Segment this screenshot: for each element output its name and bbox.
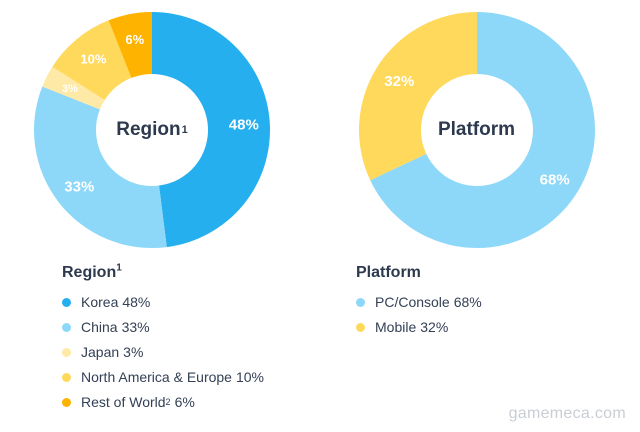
donut-segment-north-america-europe (52, 20, 132, 100)
legend-dot-north-america-europe (62, 372, 71, 382)
platform-donut-svg: 68% 32% (359, 12, 596, 248)
legend-value: 48% (122, 294, 151, 310)
legend-dot-korea (62, 297, 71, 307)
legend-dot-pc-console (356, 297, 365, 307)
legend-dot-mobile (356, 322, 365, 332)
legend-label: Korea (81, 294, 119, 310)
legend-dot-china (62, 322, 71, 332)
platform-legend: Platform PC/Console 68% Mobile 32% (356, 264, 640, 344)
legend-item-north-america-europe: North America & Europe 10% (62, 369, 352, 385)
region-legend-title-text: Region (62, 264, 117, 281)
donut-segment-korea (152, 12, 271, 248)
platform-legend-title: Platform (356, 264, 640, 282)
region-legend-title-superscript: 1 (116, 262, 122, 274)
region-legend-title: Region1 (62, 262, 352, 282)
legend-item-korea: Korea 48% (62, 294, 352, 310)
percent-label: 33% (64, 179, 94, 196)
donut-segment-pc-console (370, 12, 596, 248)
legend-label: China (81, 319, 118, 335)
legend-value: 10% (235, 369, 264, 385)
legend-dot-rest-of-world (62, 397, 71, 407)
platform-legend-title-text: Platform (356, 264, 421, 281)
donut-segment-japan (42, 66, 105, 110)
platform-legend-list: PC/Console 68% Mobile 32% (356, 294, 640, 335)
legend-item-china: China 33% (62, 319, 352, 335)
platform-donut-chart: 68% 32% Platform (357, 10, 597, 250)
region-donut-chart: 48% 33% 3% 10% 6% Region 1 (32, 10, 272, 250)
legend-dot-japan (62, 347, 71, 357)
donut-segment-china (34, 86, 167, 249)
region-donut-svg: 48% 33% 3% 10% 6% (34, 12, 271, 249)
region-legend: Region1 Korea 48% China 33% Japan 3% North … (62, 262, 352, 419)
legend-label: Rest of World (81, 394, 166, 410)
region-legend-list: Korea 48% China 33% Japan 3% North America … (62, 294, 352, 410)
legend-item-japan: Japan 3% (62, 344, 352, 360)
percent-label: 48% (229, 116, 259, 133)
donut-segment-rest-of-world (108, 12, 152, 78)
donut-segment-mobile (359, 12, 477, 181)
percent-label: 6% (125, 32, 144, 47)
percent-label: 3% (62, 83, 78, 95)
legend-value: 3% (123, 344, 144, 360)
legend-value: 32% (420, 319, 449, 335)
legend-label: Japan (81, 344, 120, 360)
percent-label: 68% (540, 172, 570, 189)
legend-label: PC/Console (375, 294, 450, 310)
legend-item-rest-of-world: Rest of World 2 6% (62, 394, 352, 410)
watermark: gamemeca.com (508, 405, 626, 422)
percent-label: 10% (80, 52, 106, 67)
legend-value: 33% (121, 319, 150, 335)
legend-item-pc-console: PC/Console 68% (356, 294, 640, 310)
legend-label: North America & Europe (81, 369, 232, 385)
legend-item-mobile: Mobile 32% (356, 319, 640, 335)
legend-value: 68% (453, 294, 482, 310)
legend-label: Mobile (375, 319, 417, 335)
percent-label: 32% (384, 73, 414, 90)
legend-value: 6% (174, 394, 195, 410)
